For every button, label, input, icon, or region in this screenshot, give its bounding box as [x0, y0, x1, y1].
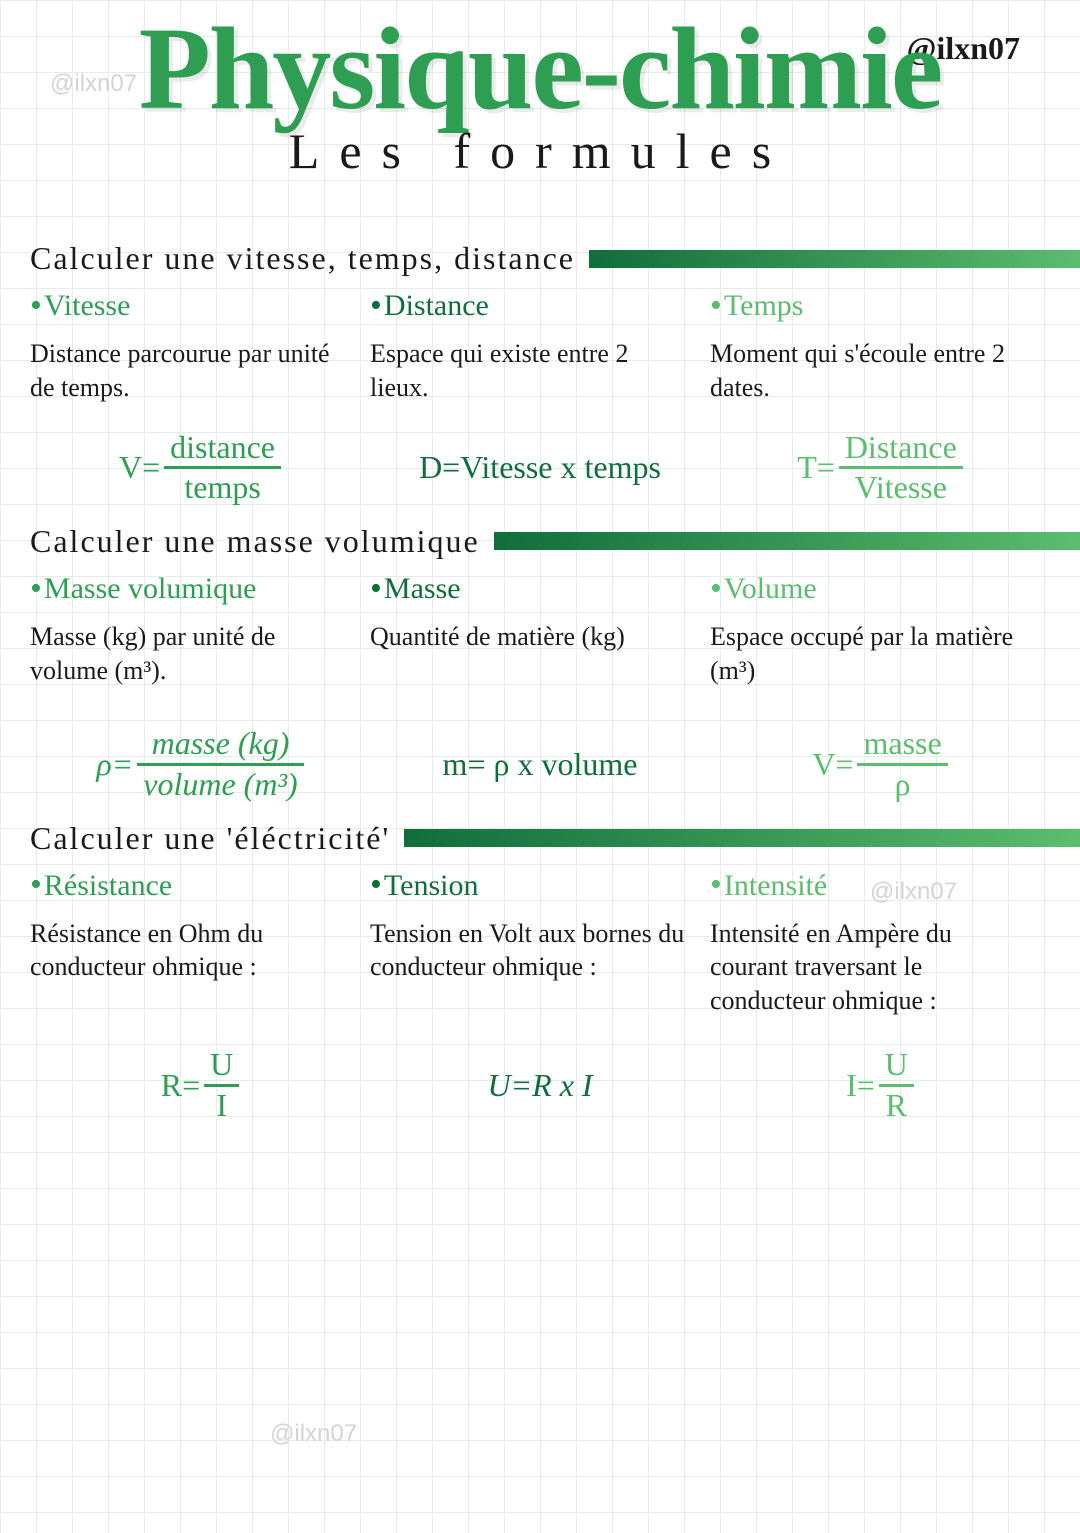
term-def: Espace qui existe entre 2 lieux.: [370, 337, 690, 405]
formula-lhs: ρ=: [96, 746, 133, 783]
term-name: • Volume: [710, 572, 1030, 606]
formula-lhs: V=: [812, 746, 853, 783]
watermark: @ilxn07: [270, 1420, 357, 1448]
formula-masse: m= ρ x volume: [370, 746, 710, 783]
bullet-icon: •: [710, 875, 722, 895]
formula-intensite: I= U R: [710, 1048, 1050, 1122]
terms-row: • Masse volumique Masse (kg) par unité d…: [30, 572, 1050, 688]
formula-rho: ρ= masse (kg) volume (m³): [30, 727, 370, 801]
term-col: • Volume Espace occupé par la matière (m…: [710, 572, 1050, 688]
term-def: Moment qui s'écoule entre 2 dates.: [710, 337, 1030, 405]
section-heading-vitesse: Calculer une vitesse, temps, distance: [30, 240, 1080, 277]
term-col: • Temps Moment qui s'écoule entre 2 date…: [710, 289, 1050, 405]
formula-den: volume (m³): [137, 766, 303, 802]
term-col: • Vitesse Distance parcourue par unité d…: [30, 289, 370, 405]
formula-lhs: T=: [797, 449, 835, 486]
formulas-row: V= distance temps D=Vitesse x temps T= D…: [30, 431, 1050, 505]
term-label: Distance: [384, 289, 489, 323]
formula-den: R: [880, 1087, 913, 1123]
section-heading-masse: Calculer une masse volumique: [30, 523, 1080, 560]
term-col: • Tension Tension en Volt aux bornes du …: [370, 869, 710, 1018]
formula-num: masse (kg): [146, 727, 296, 763]
formula-lhs: I=: [846, 1067, 875, 1104]
section-bar: [494, 532, 1080, 550]
formula-num: U: [204, 1048, 239, 1084]
term-label: Masse volumique: [44, 572, 256, 606]
bullet-icon: •: [30, 875, 42, 895]
formula-volume: V= masse ρ: [710, 727, 1050, 801]
term-col: • Distance Espace qui existe entre 2 lie…: [370, 289, 710, 405]
term-label: Vitesse: [44, 289, 131, 323]
formula-inline: U=R x I: [487, 1067, 592, 1104]
page-title: Physique-chimie: [139, 10, 942, 128]
bullet-icon: •: [370, 296, 382, 316]
page-subtitle: Les formules: [289, 122, 791, 180]
formula-num: masse: [857, 727, 947, 763]
header: Physique-chimie Les formules: [0, 0, 1080, 210]
term-def: Quantité de matière (kg): [370, 620, 690, 654]
term-name: • Distance: [370, 289, 690, 323]
formula-num: distance: [164, 431, 281, 467]
bullet-icon: •: [710, 579, 722, 599]
term-label: Masse: [384, 572, 461, 606]
term-def: Masse (kg) par unité de volume (m³).: [30, 620, 350, 688]
term-def: Intensité en Ampère du courant traversan…: [710, 917, 1030, 1018]
formula-den: ρ: [889, 766, 917, 802]
formula-distance: D=Vitesse x temps: [370, 449, 710, 486]
term-def: Résistance en Ohm du conducteur ohmique …: [30, 917, 350, 985]
formula-resistance: R= U I: [30, 1048, 370, 1122]
term-label: Intensité: [724, 869, 827, 903]
section-heading-elec: Calculer une 'éléctricité': [30, 820, 1080, 857]
section-label: Calculer une vitesse, temps, distance: [30, 240, 575, 277]
formulas-row: R= U I U=R x I I= U R: [30, 1048, 1050, 1122]
term-label: Volume: [724, 572, 817, 606]
formula-tension: U=R x I: [370, 1067, 710, 1104]
term-col: • Masse volumique Masse (kg) par unité d…: [30, 572, 370, 688]
bullet-icon: •: [370, 875, 382, 895]
formula-num: Distance: [839, 431, 963, 467]
term-name: • Résistance: [30, 869, 350, 903]
term-label: Temps: [724, 289, 804, 323]
formulas-row: ρ= masse (kg) volume (m³) m= ρ x volume …: [30, 727, 1050, 801]
bullet-icon: •: [710, 296, 722, 316]
section-label: Calculer une masse volumique: [30, 523, 480, 560]
term-col: • Masse Quantité de matière (kg): [370, 572, 710, 688]
term-name: • Temps: [710, 289, 1030, 323]
formula-den: Vitesse: [849, 469, 953, 505]
section-label: Calculer une 'éléctricité': [30, 820, 390, 857]
formula-lhs: R=: [161, 1067, 200, 1104]
term-def: Tension en Volt aux bornes du conducteur…: [370, 917, 690, 985]
bullet-icon: •: [30, 579, 42, 599]
term-label: Tension: [384, 869, 479, 903]
term-def: Espace occupé par la matière (m³): [710, 620, 1030, 688]
section-bar: [589, 250, 1080, 268]
formula-den: temps: [178, 469, 266, 505]
term-name: • Vitesse: [30, 289, 350, 323]
formula-temps: T= Distance Vitesse: [710, 431, 1050, 505]
section-bar: [404, 829, 1080, 847]
term-name: • Tension: [370, 869, 690, 903]
formula-vitesse: V= distance temps: [30, 431, 370, 505]
formula-inline: D=Vitesse x temps: [419, 449, 661, 486]
terms-row: • Vitesse Distance parcourue par unité d…: [30, 289, 1050, 405]
formula-den: I: [210, 1087, 233, 1123]
watermark: @ilxn07: [870, 878, 957, 906]
bullet-icon: •: [30, 296, 42, 316]
formula-inline: m= ρ x volume: [443, 746, 638, 783]
formula-lhs: V=: [119, 449, 160, 486]
term-name: • Masse volumique: [30, 572, 350, 606]
term-def: Distance parcourue par unité de temps.: [30, 337, 350, 405]
term-label: Résistance: [44, 869, 172, 903]
formula-num: U: [879, 1048, 914, 1084]
bullet-icon: •: [370, 579, 382, 599]
term-col: • Résistance Résistance en Ohm du conduc…: [30, 869, 370, 1018]
term-name: • Masse: [370, 572, 690, 606]
